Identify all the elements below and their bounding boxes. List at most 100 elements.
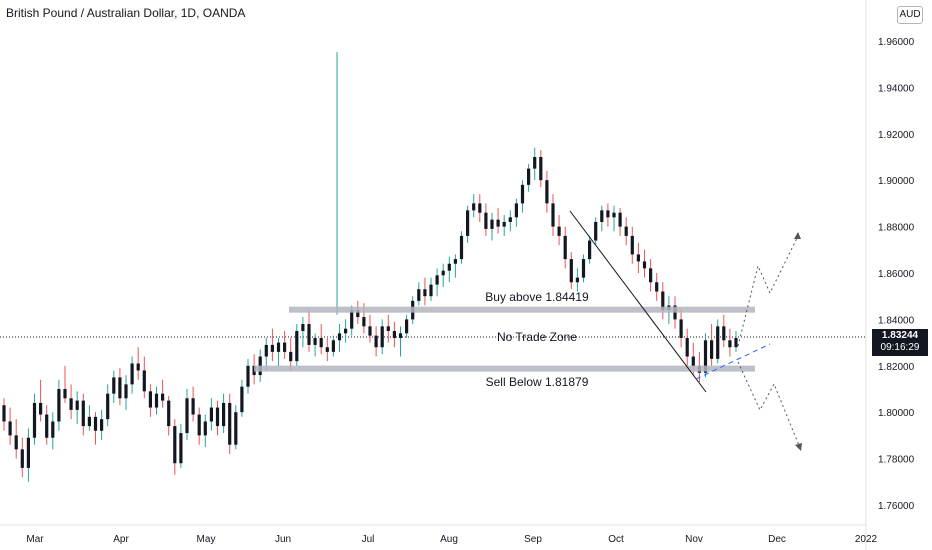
candle-body (337, 333, 342, 341)
candle-body (612, 212, 616, 218)
descending-trendline[interactable] (569, 210, 707, 393)
price-tick-label: 1.94000 (878, 83, 915, 94)
candle-body (588, 240, 592, 260)
candle-body (496, 219, 500, 227)
candle-body (51, 421, 55, 438)
bullish-projection-arrowhead (794, 232, 801, 239)
candle-body (618, 212, 622, 227)
candle-body (716, 326, 720, 359)
buy-zone-label: Buy above 1.84419 (485, 290, 589, 304)
candle-body (167, 400, 171, 427)
candle-body (295, 331, 299, 362)
candle-body (356, 310, 360, 318)
candle-body (20, 449, 24, 468)
sell-zone-band[interactable] (254, 365, 755, 372)
candle-body (191, 398, 195, 415)
candle-body (185, 398, 189, 434)
candle-body (435, 275, 439, 285)
candle-body (581, 259, 586, 278)
candle-body (624, 226, 628, 236)
time-tick-label: Dec (768, 534, 786, 545)
candle-body (112, 377, 116, 394)
time-tick-label: Mar (26, 534, 44, 545)
candle-body (57, 389, 61, 422)
candle-body (703, 340, 708, 373)
candle-body (734, 337, 738, 348)
candle-body (118, 377, 122, 399)
candle-body (649, 268, 653, 283)
candle-body (142, 370, 146, 392)
candle-body (441, 270, 445, 276)
candle-body (93, 416, 98, 431)
candle-body (533, 157, 537, 169)
time-tick-label: Nov (685, 534, 703, 545)
candle-body (264, 344, 268, 357)
candle-body (26, 437, 30, 468)
candle-body (569, 259, 573, 283)
candle-body (14, 435, 18, 450)
time-tick-label: Jul (362, 534, 375, 545)
candle-countdown: 09:16:29 (880, 342, 920, 353)
candle-body (63, 389, 67, 399)
candle-body (447, 263, 451, 271)
time-axis[interactable]: Mar Apr May Jun Jul Aug Sep Oct Nov Dec 2022 (26, 534, 877, 545)
candle-body (344, 328, 348, 334)
time-tick-label: Jun (275, 534, 291, 545)
candle-body (606, 210, 610, 218)
candle-body (539, 157, 543, 181)
candle-body (234, 412, 238, 445)
candle-body (594, 221, 598, 241)
candle-body (398, 333, 403, 338)
time-tick-label: Aug (440, 534, 458, 545)
current-price-value: 1.83244 (881, 330, 919, 341)
candle-body (368, 326, 372, 336)
currency-badge[interactable]: AUD (897, 6, 923, 24)
price-axis[interactable]: 1.96000 1.94000 1.92000 1.90000 1.88000 1.860… (878, 37, 915, 512)
candle-body (508, 217, 512, 222)
sell-zone-label: Sell Below 1.81879 (486, 375, 589, 389)
candle-body (209, 407, 213, 422)
candle-body (392, 331, 396, 338)
candle-body (283, 342, 287, 352)
buy-zone-band[interactable] (289, 306, 755, 313)
candle-body (551, 203, 555, 227)
candle-body (81, 400, 85, 427)
price-tick-label: 1.82000 (878, 362, 915, 373)
candle-body (545, 180, 549, 204)
rising-trendline-dashed[interactable] (695, 343, 771, 380)
candle-body (32, 402, 37, 438)
price-tick-label: 1.78000 (878, 455, 915, 466)
candle-body (87, 416, 91, 427)
candle-body (362, 317, 366, 327)
time-tick-label: Oct (608, 534, 624, 545)
candle-body (154, 393, 159, 408)
candle-body (197, 414, 201, 436)
bullish-projection-path[interactable] (737, 235, 799, 347)
candle-body (514, 203, 518, 218)
candle-body (289, 351, 293, 362)
time-tick-label: Apr (113, 534, 129, 545)
price-tick-label: 1.90000 (878, 176, 915, 187)
candle-body (374, 335, 378, 348)
candle-body (502, 221, 506, 227)
candle-body (429, 284, 433, 297)
bearish-projection-path[interactable] (737, 361, 801, 449)
candle-body (307, 324, 311, 345)
candle-body (557, 226, 561, 236)
no-trade-zone-label: No Trade Zone (497, 330, 577, 344)
candle-body (386, 326, 390, 331)
current-price-tag: 1.83244 09:16:29 (872, 329, 928, 356)
time-tick-label: 2022 (855, 534, 878, 545)
candle-body (490, 219, 494, 229)
time-tick-label: Sep (524, 534, 542, 545)
candle-body (179, 433, 183, 464)
candle-body (203, 421, 207, 436)
candle-body (453, 259, 457, 264)
candle-body (69, 398, 73, 410)
price-tick-label: 1.76000 (878, 501, 915, 512)
candle-body (148, 391, 152, 408)
candles-layer (2, 147, 738, 482)
candle-body (100, 419, 104, 431)
candle-body (710, 340, 714, 359)
